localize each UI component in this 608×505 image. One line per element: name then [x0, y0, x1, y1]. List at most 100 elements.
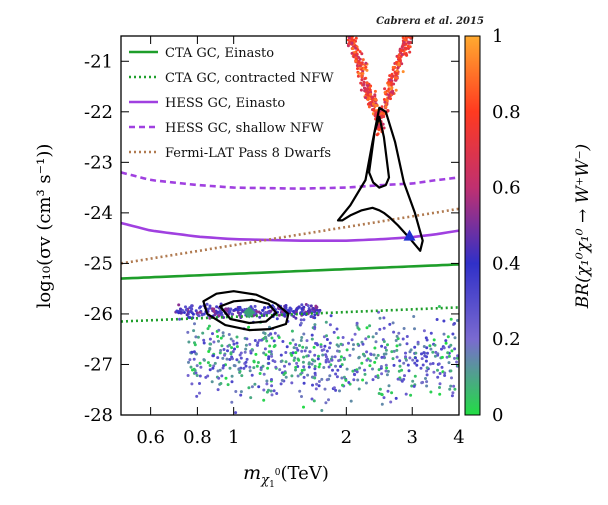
scatter-point — [343, 357, 346, 361]
scatter-point — [342, 6, 345, 9]
scatter-point — [386, 343, 389, 347]
scatter-point — [212, 309, 216, 313]
scatter-point — [452, 384, 456, 388]
scatter-point — [216, 335, 220, 338]
scatter-point — [238, 353, 242, 357]
scatter-point — [292, 315, 296, 318]
scatter-point — [418, 10, 421, 13]
scatter-point — [342, 18, 345, 21]
scatter-point — [410, 384, 414, 388]
scatter-point — [270, 393, 274, 397]
scatter-point — [268, 344, 272, 348]
scatter-point — [200, 313, 204, 317]
scatter-point — [402, 327, 406, 330]
scatter-point — [371, 378, 375, 382]
scatter-point — [340, 20, 343, 23]
scatter-point — [297, 358, 301, 362]
scatter-point — [328, 323, 332, 327]
x-axis-label-subsub: 1 — [269, 480, 275, 490]
scatter-point — [446, 335, 450, 339]
scatter-point — [295, 308, 299, 312]
y-tick-label: -27 — [84, 354, 113, 375]
scatter-point — [429, 347, 433, 351]
scatter-point — [351, 23, 354, 26]
scatter-point — [338, 0, 341, 1]
scatter-point — [415, 6, 418, 9]
scatter-point — [328, 341, 332, 345]
scatter-point — [275, 392, 279, 395]
scatter-point — [187, 360, 190, 364]
scatter-point — [302, 405, 305, 409]
scatter-point — [178, 317, 182, 321]
scatter-point — [284, 304, 288, 307]
scatter-point — [194, 371, 198, 375]
scatter-point — [206, 361, 210, 365]
colorbar-tick-label: 0.8 — [492, 102, 521, 123]
scatter-point — [302, 375, 306, 379]
scatter-point — [419, 3, 422, 6]
scatter-point — [422, 345, 426, 348]
scatter-point — [424, 377, 427, 380]
scatter-point — [360, 361, 364, 365]
scatter-point — [312, 399, 316, 403]
scatter-point — [394, 88, 398, 92]
scatter-point — [342, 8, 345, 11]
scatter-point — [355, 64, 359, 68]
scatter-point — [281, 340, 285, 343]
scatter-point — [192, 329, 196, 333]
scatter-point — [335, 2, 338, 5]
scatter-point — [413, 0, 416, 3]
scatter-point — [447, 354, 451, 358]
scatter-point — [339, 355, 343, 359]
scatter-point — [193, 343, 197, 347]
scatter-point — [397, 369, 401, 373]
scatter-point — [383, 91, 387, 94]
scatter-point — [191, 312, 195, 316]
scatter-point — [392, 82, 396, 86]
scatter-point — [343, 15, 346, 18]
scatter-point — [320, 409, 324, 412]
scatter-point — [416, 6, 419, 9]
colorbar-label: BR(χ₁⁰χ₁⁰ → W⁺W⁻) — [573, 144, 593, 309]
scatter-point — [380, 105, 384, 109]
scatter-point — [357, 387, 361, 391]
scatter-point — [401, 70, 405, 74]
scatter-point — [339, 4, 342, 7]
scatter-point — [438, 372, 442, 375]
scatter-point — [336, 0, 339, 1]
scatter-point — [335, 327, 339, 331]
scatter-point — [291, 310, 295, 313]
scatter-point — [239, 311, 243, 315]
scatter-point — [339, 8, 342, 11]
scatter-point — [375, 133, 379, 137]
scatter-point — [343, 26, 346, 29]
scatter-point — [211, 354, 215, 358]
scatter-point — [274, 365, 278, 369]
scatter-point — [366, 98, 370, 101]
scatter-point — [453, 347, 457, 351]
scatter-point — [440, 355, 444, 359]
scatter-point — [390, 350, 394, 354]
legend-label: Fermi-LAT Pass 8 Dwarfs — [165, 146, 331, 161]
scatter-point — [395, 334, 399, 338]
scatter-point — [313, 364, 317, 368]
scatter-point — [413, 5, 416, 8]
scatter-point — [262, 314, 266, 318]
scatter-point — [403, 374, 406, 378]
scatter-point — [210, 380, 214, 384]
scatter-point — [252, 359, 256, 363]
scatter-point — [305, 346, 308, 350]
scatter-point — [358, 57, 362, 61]
scatter-point — [325, 349, 329, 353]
scatter-point — [363, 77, 367, 81]
scatter-point — [419, 0, 422, 1]
scatter-point — [420, 2, 423, 5]
scatter-point — [177, 303, 181, 307]
scatter-point — [284, 351, 288, 354]
scatter-point — [360, 74, 364, 78]
scatter-point — [378, 327, 382, 331]
plot-frame — [120, 35, 460, 416]
scatter-point — [380, 393, 384, 397]
scatter-point — [184, 308, 188, 312]
scatter-point — [265, 390, 269, 394]
